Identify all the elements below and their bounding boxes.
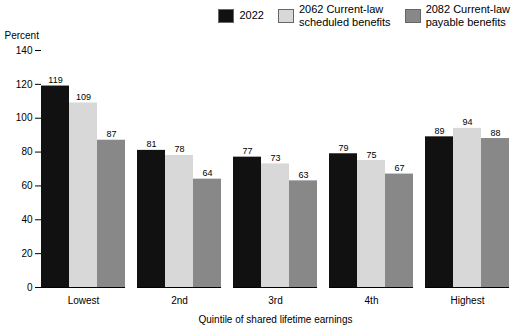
- svg-text:89: 89: [434, 126, 444, 136]
- svg-text:4th: 4th: [365, 295, 379, 306]
- svg-text:88: 88: [490, 128, 500, 138]
- svg-text:100: 100: [16, 113, 33, 124]
- svg-text:60: 60: [21, 180, 33, 191]
- svg-text:75: 75: [366, 150, 376, 160]
- svg-text:40: 40: [21, 214, 33, 225]
- svg-text:119: 119: [48, 75, 62, 85]
- svg-text:63: 63: [298, 170, 308, 180]
- svg-text:Highest: Highest: [451, 295, 485, 306]
- svg-text:0: 0: [27, 282, 33, 293]
- svg-text:3rd: 3rd: [268, 295, 282, 306]
- html-text:2022: 2022: [239, 9, 264, 22]
- svg-text:80: 80: [21, 147, 33, 158]
- svg-text:Quintile of shared lifetime ea: Quintile of shared lifetime earnings: [199, 314, 353, 325]
- html-text:2062 Current-law scheduled ben: 2062 Current-law scheduled benefits: [298, 3, 391, 28]
- svg-text:2nd: 2nd: [171, 295, 188, 306]
- html-text:2082 Current-law payable benef: 2082 Current-law payable benefits: [425, 3, 510, 28]
- svg-text:78: 78: [174, 145, 184, 155]
- svg-text:Lowest: Lowest: [68, 295, 100, 306]
- svg-text:120: 120: [16, 79, 33, 90]
- svg-text:140: 140: [16, 45, 33, 56]
- svg-text:64: 64: [202, 168, 212, 178]
- svg-text:87: 87: [106, 130, 116, 140]
- svg-text:109: 109: [76, 92, 91, 102]
- svg-text:20: 20: [21, 248, 33, 259]
- svg-text:79: 79: [338, 143, 348, 153]
- svg-text:73: 73: [270, 153, 280, 163]
- svg-text:81: 81: [146, 140, 156, 150]
- svg-text:67: 67: [394, 163, 404, 173]
- svg-text:77: 77: [242, 146, 252, 156]
- svg-text:94: 94: [462, 118, 472, 128]
- svg-text:Percent: Percent: [5, 30, 40, 41]
